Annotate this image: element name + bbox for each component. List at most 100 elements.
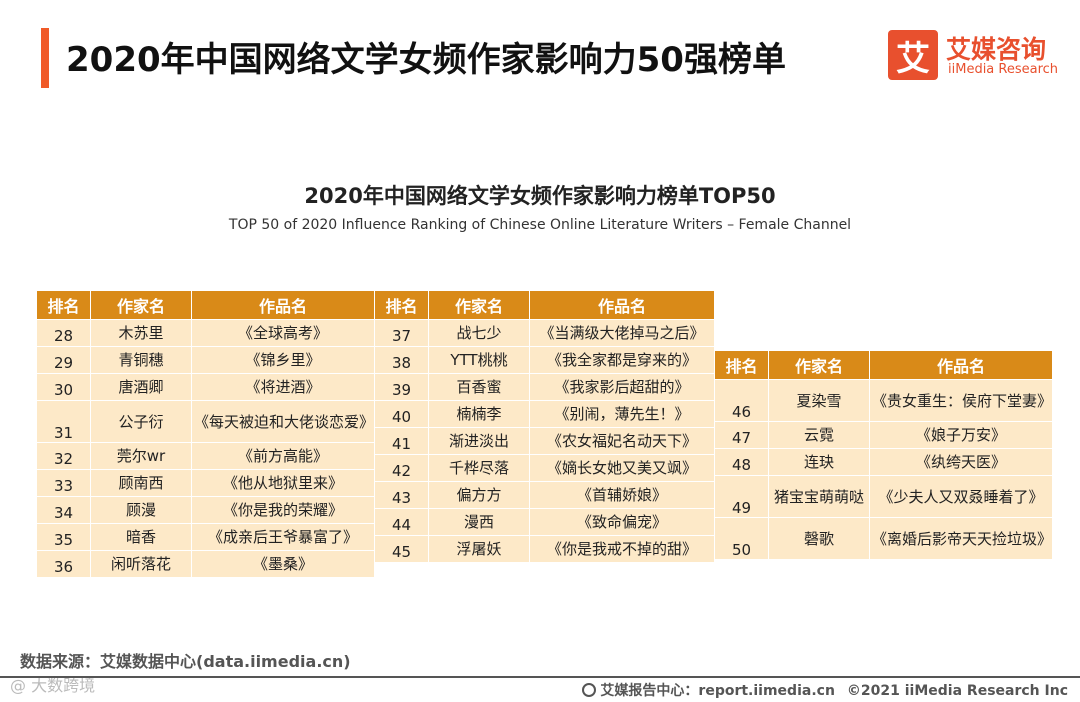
table-row: 29 青铜穗 《锦乡里》: [36, 346, 375, 374]
rank-cell: 35: [36, 523, 91, 551]
table-row: 31 公子衍 《每天被迫和大佬谈恋爱》: [36, 400, 375, 443]
watermark: @ 大数跨境: [10, 676, 96, 695]
ranking-table-3: 排名 作家名 作品名 46 夏染雪 《贵女重生：侯府下堂妻》 47 云霓 《娘子万安》 …: [714, 350, 1053, 560]
work-cell: 《锦乡里》: [191, 346, 375, 374]
writer-cell: 顾南西: [90, 469, 192, 497]
report-site-link[interactable]: 艾媒报告中心：report.iimedia.cn: [600, 683, 835, 699]
table-row: 40 楠楠李 《别闹，薄先生！》: [374, 400, 715, 428]
rank-cell: 32: [36, 442, 91, 470]
column-header-work: 作品名: [869, 350, 1053, 380]
writer-cell: 偏方方: [428, 481, 530, 509]
table-row: 37 战七少 《当满级大佬掉马之后》: [374, 319, 715, 347]
column-header-rank: 排名: [374, 290, 429, 320]
table-row: 33 顾南西 《他从地狱里来》: [36, 469, 375, 497]
brand-logo: 艾 艾媒咨询 iiMedia Research: [888, 30, 1066, 82]
rank-cell: 49: [714, 475, 769, 518]
table-row: 45 浮屠妖 《你是我戒不掉的甜》: [374, 535, 715, 563]
writer-cell: 公子衍: [90, 400, 192, 443]
work-cell: 《全球高考》: [191, 319, 375, 347]
column-header-writer: 作家名: [428, 290, 530, 320]
column-header-work: 作品名: [191, 290, 375, 320]
writer-cell: 青铜穗: [90, 346, 192, 374]
table-row: 49 猪宝宝萌萌哒 《少夫人又双叒睡着了》: [714, 475, 1053, 518]
writer-cell: 闲听落花: [90, 550, 192, 578]
table-row: 35 暗香 《成亲后王爷暴富了》: [36, 523, 375, 551]
ranking-table-1: 排名 作家名 作品名 28 木苏里 《全球高考》 29 青铜穗 《锦乡里》 30 唐酒卿《…: [36, 290, 375, 578]
column-header-writer: 作家名: [90, 290, 192, 320]
table-row: 28 木苏里 《全球高考》: [36, 319, 375, 347]
work-cell: 《前方高能》: [191, 442, 375, 470]
writer-cell: 百香蜜: [428, 373, 530, 401]
page-title: 2020年中国网络文学女频作家影响力50强榜单: [66, 40, 786, 80]
writer-cell: 渐进淡出: [428, 427, 530, 455]
ranking-table-2: 排名 作家名 作品名 37 战七少 《当满级大佬掉马之后》 38 YTT桃桃 《我全家都…: [374, 290, 715, 563]
footer-credits: 艾媒报告中心：report.iimedia.cn ©2021 iiMedia Re…: [582, 680, 1068, 700]
table-row: 41 渐进淡出 《农女福妃名动天下》: [374, 427, 715, 455]
ranking-subtitle: TOP 50 of 2020 Influence Ranking of Chin…: [228, 217, 852, 233]
work-cell: 《致命偏宠》: [529, 508, 715, 536]
table-row: 43 偏方方 《首辅娇娘》: [374, 481, 715, 509]
writer-cell: 磬歌: [768, 517, 870, 560]
title-accent-bar: [41, 28, 49, 88]
rank-cell: 41: [374, 427, 429, 455]
writer-cell: 千桦尽落: [428, 454, 530, 482]
rank-cell: 39: [374, 373, 429, 401]
table-row: 36 闲听落花 《墨桑》: [36, 550, 375, 578]
column-header-rank: 排名: [36, 290, 91, 320]
writer-cell: 漫西: [428, 508, 530, 536]
table-row: 34 顾漫 《你是我的荣耀》: [36, 496, 375, 524]
work-cell: 《离婚后影帝天天捡垃圾》: [869, 517, 1053, 560]
logo-mark-icon: 艾: [888, 30, 938, 80]
table-row: 32 莞尔wr 《前方高能》: [36, 442, 375, 470]
writer-cell: 暗香: [90, 523, 192, 551]
work-cell: 《我家影后超甜的》: [529, 373, 715, 401]
writer-cell: 莞尔wr: [90, 442, 192, 470]
table-row: 47 云霓 《娘子万安》: [714, 421, 1053, 449]
work-cell: 《嫡长女她又美又飒》: [529, 454, 715, 482]
rank-cell: 42: [374, 454, 429, 482]
rank-cell: 36: [36, 550, 91, 578]
writer-cell: 木苏里: [90, 319, 192, 347]
globe-icon: [582, 683, 597, 697]
writer-cell: YTT桃桃: [428, 346, 530, 374]
writer-cell: 连玦: [768, 448, 870, 476]
work-cell: 《当满级大佬掉马之后》: [529, 319, 715, 347]
rank-cell: 48: [714, 448, 769, 476]
writer-cell: 战七少: [428, 319, 530, 347]
writer-cell: 楠楠李: [428, 400, 530, 428]
table-row: 48 连玦 《纨绔天医》: [714, 448, 1053, 476]
work-cell: 《纨绔天医》: [869, 448, 1053, 476]
rank-cell: 30: [36, 373, 91, 401]
rank-cell: 46: [714, 379, 769, 422]
logo-chinese-name: 艾媒咨询: [946, 35, 1047, 64]
work-cell: 《成亲后王爷暴富了》: [191, 523, 375, 551]
logo-english-name: iiMedia Research: [948, 62, 1059, 77]
work-cell: 《娘子万安》: [869, 421, 1053, 449]
rank-cell: 50: [714, 517, 769, 560]
writer-cell: 浮屠妖: [428, 535, 530, 563]
rank-cell: 33: [36, 469, 91, 497]
writer-cell: 猪宝宝萌萌哒: [768, 475, 870, 518]
rank-cell: 28: [36, 319, 91, 347]
rank-cell: 45: [374, 535, 429, 563]
table-row: 38 YTT桃桃 《我全家都是穿来的》: [374, 346, 715, 374]
work-cell: 《你是我戒不掉的甜》: [529, 535, 715, 563]
rank-cell: 38: [374, 346, 429, 374]
column-header-writer: 作家名: [768, 350, 870, 380]
rank-cell: 40: [374, 400, 429, 428]
work-cell: 《别闹，薄先生！》: [529, 400, 715, 428]
work-cell: 《每天被迫和大佬谈恋爱》: [191, 400, 375, 443]
rank-cell: 47: [714, 421, 769, 449]
rank-cell: 44: [374, 508, 429, 536]
rank-cell: 34: [36, 496, 91, 524]
work-cell: 《你是我的荣耀》: [191, 496, 375, 524]
rank-cell: 31: [36, 400, 91, 443]
rank-cell: 43: [374, 481, 429, 509]
work-cell: 《他从地狱里来》: [191, 469, 375, 497]
work-cell: 《将进酒》: [191, 373, 375, 401]
writer-cell: 顾漫: [90, 496, 192, 524]
work-cell: 《墨桑》: [191, 550, 375, 578]
work-cell: 《我全家都是穿来的》: [529, 346, 715, 374]
table-row: 39 百香蜜 《我家影后超甜的》: [374, 373, 715, 401]
ranking-title: 2020年中国网络文学女频作家影响力榜单TOP50: [304, 184, 776, 208]
